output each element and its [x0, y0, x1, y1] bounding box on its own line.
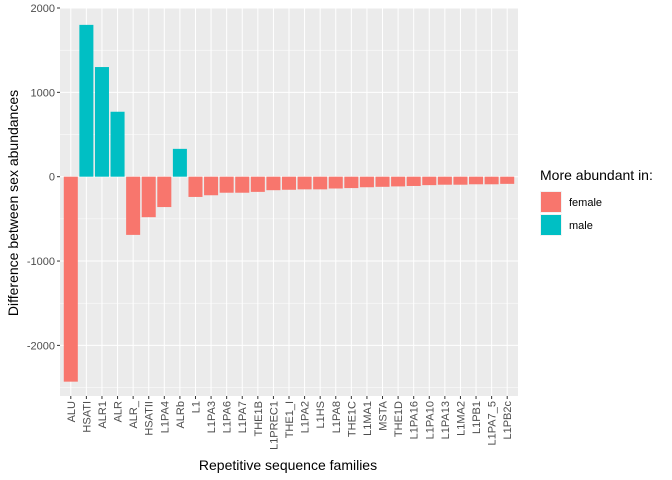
- x-tick-label: L1PA6: [222, 401, 234, 433]
- bar-hsatii: [141, 176, 156, 218]
- legend-label-male: male: [569, 220, 593, 232]
- bar-alr-: [126, 176, 141, 235]
- x-tick-label: L1MA1: [362, 401, 374, 436]
- x-tick-label: ALR: [113, 401, 125, 422]
- bar-alu: [63, 176, 78, 382]
- x-tick-label: THE1B: [253, 401, 265, 436]
- bar-l1pb1: [469, 176, 484, 185]
- x-axis-title: Repetitive sequence families: [199, 457, 377, 473]
- bar-alr1: [94, 67, 109, 177]
- x-tick-label: HSATI: [81, 401, 93, 433]
- x-tick-label: L1PB1: [471, 401, 483, 434]
- bar-l1pa7: [235, 176, 250, 193]
- legend-swatch-female: [541, 192, 561, 212]
- bar-l1hs: [313, 176, 328, 190]
- plot-area: [60, 7, 518, 396]
- bar-alr: [110, 111, 125, 177]
- bar-l1ma1: [359, 176, 374, 188]
- x-tick-label: ALU: [66, 401, 78, 422]
- y-tick-label: 1000: [31, 87, 55, 99]
- x-tick-label: L1PA7: [237, 401, 249, 433]
- y-axis-title: Difference between sex abundances: [5, 90, 21, 316]
- x-tick-label: L1PA2: [300, 401, 312, 433]
- bar-l1pa3: [204, 176, 219, 196]
- bar-l1pa13: [437, 176, 452, 185]
- bar-l1pa8: [328, 176, 343, 189]
- legend-label-female: female: [569, 197, 602, 209]
- x-tick-label: L1PA16: [409, 401, 421, 439]
- x-tick-label: L1PA4: [159, 401, 171, 433]
- bar-msta: [375, 176, 390, 187]
- x-tick-label: THE1D: [393, 401, 405, 437]
- bar-hsati: [79, 24, 94, 177]
- y-tick-label: -1000: [27, 256, 55, 268]
- bar-l1pa6: [219, 176, 234, 193]
- x-tick-label: L1PREC1: [268, 401, 280, 450]
- bar-alrb: [172, 148, 187, 177]
- bar-l1pa10: [422, 176, 437, 186]
- x-tick-label: L1HS: [315, 401, 327, 429]
- x-tick-label: L1PA8: [331, 401, 343, 433]
- x-tick-label: L1MA2: [455, 401, 467, 436]
- bar-l1pa16: [406, 176, 421, 186]
- y-tick-label: 0: [49, 172, 55, 184]
- x-tick-label: L1PB2c: [502, 401, 514, 440]
- bar-l1: [188, 176, 203, 197]
- y-tick-label: -2000: [27, 340, 55, 352]
- x-tick-label: L1PA10: [424, 401, 436, 439]
- x-tick-label: THE1C: [346, 401, 358, 437]
- x-tick-label: THE1_I: [284, 401, 296, 438]
- x-tick-label: ALR1: [97, 401, 109, 429]
- x-tick-label: L1PA3: [206, 401, 218, 433]
- bar-l1pa7-5: [484, 176, 499, 185]
- x-tick-label: ALRb: [175, 401, 187, 429]
- legend-swatch-male: [541, 215, 561, 235]
- x-tick-label: L1PA7_5: [487, 401, 499, 445]
- legend-title: More abundant in:: [540, 167, 653, 183]
- y-axis-ticks: -2000 -1000 0 1000 2000: [27, 3, 60, 352]
- x-axis-ticks: ALU HSATI ALR1 ALR ALR_ HSATII L1PA4 ALRb L1 L1PA…: [66, 396, 514, 450]
- bar-l1prec1: [266, 176, 281, 191]
- legend: More abundant in: female male: [540, 167, 653, 236]
- bar-the1-i: [281, 176, 297, 190]
- bar-the1b: [250, 176, 265, 192]
- bar-the1d: [391, 176, 406, 187]
- y-tick-label: 2000: [31, 3, 55, 15]
- bar-l1pa4: [157, 176, 172, 208]
- bar-the1c: [344, 176, 359, 189]
- x-tick-label: L1: [190, 401, 202, 413]
- bar-l1ma2: [453, 176, 468, 185]
- x-tick-label: ALR_: [128, 400, 140, 428]
- x-tick-label: HSATII: [144, 401, 156, 436]
- x-tick-label: L1PA13: [440, 401, 452, 439]
- bar-l1pb2c: [500, 176, 515, 184]
- bar-l1pa2: [297, 176, 312, 190]
- x-tick-label: MSTA: [378, 400, 390, 430]
